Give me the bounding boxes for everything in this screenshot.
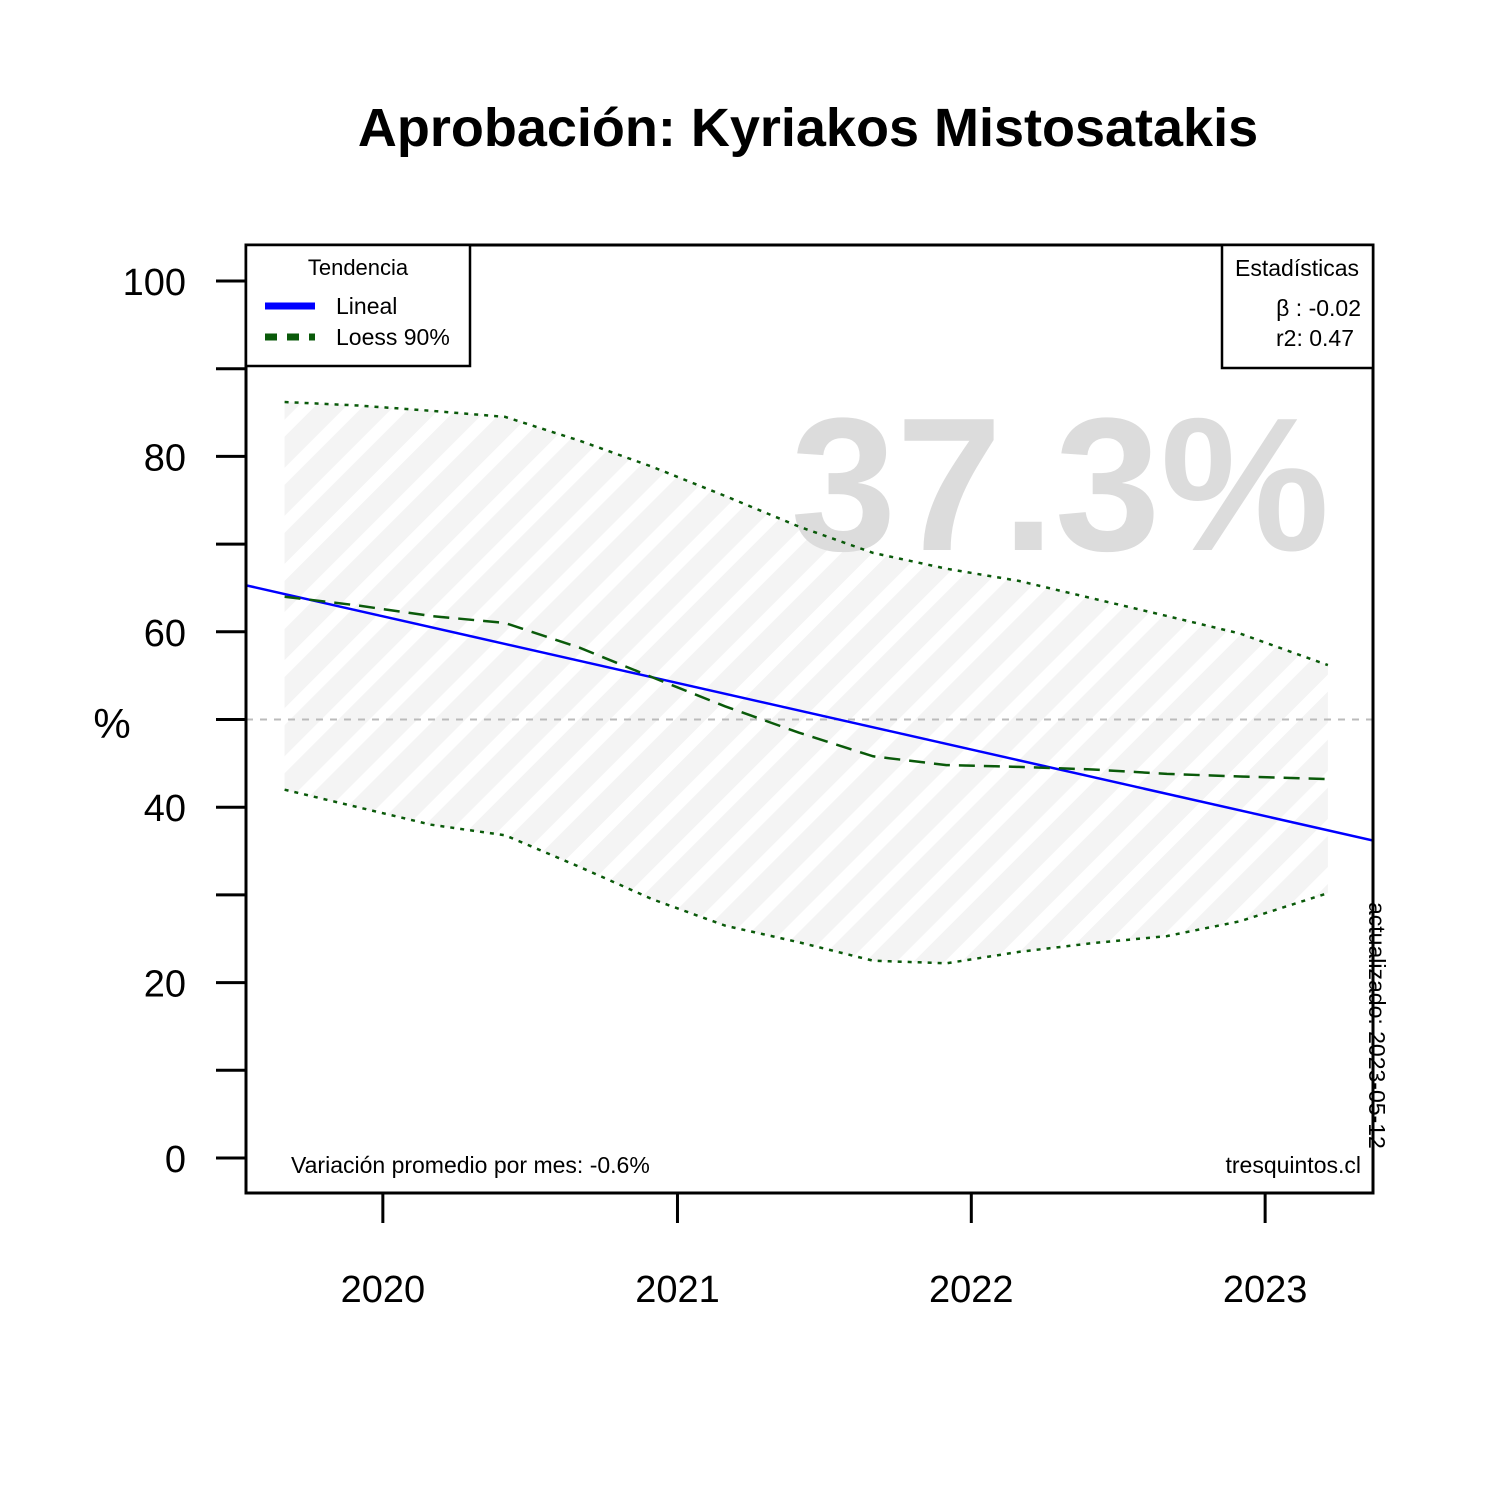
x-axis: 2020 2021 2022 2023 (341, 1193, 1308, 1311)
y-tick-label: 100 (123, 262, 186, 304)
y-tick-label: 20 (144, 964, 186, 1006)
series-group (246, 400, 1373, 965)
y-tick-label: 0 (165, 1139, 186, 1181)
y-axis-label: % (93, 700, 130, 747)
x-tick-label: 2020 (341, 1269, 426, 1311)
legend-label-lineal: Lineal (336, 293, 397, 319)
latest-value-watermark: 37.3% (791, 379, 1330, 591)
legend-title: Tendencia (308, 255, 409, 280)
legend-box (244, 243, 472, 368)
series-line-loess-90 (284, 595, 1328, 781)
series-line-lineal (246, 584, 1373, 842)
x-tick-label: 2021 (635, 1269, 720, 1311)
stats-beta: β : -0.02 (1276, 295, 1361, 321)
y-tick-label: 80 (144, 437, 186, 479)
chart-title: Aprobación: Kyriakos Mistosatakis (358, 98, 1258, 158)
footer-source: tresquintos.cl (1225, 1152, 1361, 1178)
plot-area: 37.3% (246, 379, 1373, 965)
legend: Tendencia Lineal Loess 90% (244, 243, 472, 368)
legend-label-loess: Loess 90% (336, 324, 450, 350)
y-axis: 0 20 40 60 80 100 (123, 262, 248, 1181)
stats-box: Estadísticas β : -0.02 r2: 0.47 (1220, 243, 1375, 370)
y-tick-label: 60 (144, 613, 186, 655)
series-line-upper-band (284, 400, 1329, 667)
updated-date-label: actualizado: 2023-05-12 (1364, 902, 1390, 1149)
stats-title: Estadísticas (1235, 255, 1359, 281)
stats-box-frame (1220, 243, 1375, 370)
x-tick-label: 2023 (1223, 1269, 1308, 1311)
footer-variation: Variación promedio por mes: -0.6% (291, 1152, 650, 1178)
confidence-band (284, 402, 1328, 964)
y-tick-label: 40 (144, 788, 186, 830)
stats-r2: r2: 0.47 (1276, 325, 1354, 351)
x-tick-label: 2022 (929, 1269, 1014, 1311)
